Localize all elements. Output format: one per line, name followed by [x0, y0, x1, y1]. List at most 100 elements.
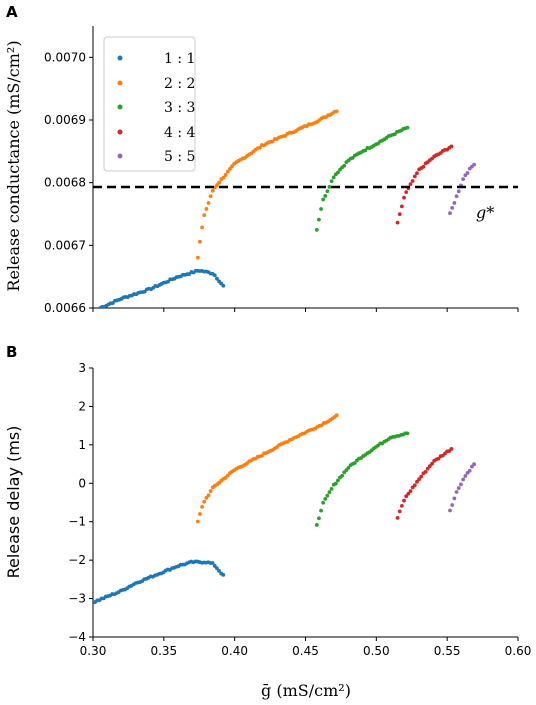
bottom-y-tick-label: 3 — [78, 361, 86, 375]
bottom-point-1-1 — [217, 568, 221, 573]
bottom-y-tick-label: −2 — [68, 553, 86, 567]
top-y-tick-label: 0.0066 — [44, 301, 86, 315]
bottom-point-2-2 — [202, 499, 207, 504]
bottom-point-4-4 — [408, 489, 413, 494]
bottom-point-2-2 — [206, 493, 211, 498]
top-y-tick-label: 0.0067 — [44, 238, 86, 252]
legend-marker-5-5 — [117, 153, 123, 159]
top-point-2-2 — [217, 180, 222, 185]
bottom-y-axis-label: Release delay (ms) — [4, 426, 23, 579]
bottom-point-4-4 — [425, 466, 430, 471]
top-y-tick-label: 0.0068 — [44, 176, 86, 190]
top-point-2-2 — [334, 109, 339, 114]
top-point-4-4 — [408, 182, 413, 187]
top-point-5-5 — [452, 201, 457, 205]
bottom-point-5-5 — [450, 503, 455, 507]
top-point-5-5 — [456, 189, 461, 194]
top-point-2-2 — [223, 173, 228, 177]
bottom-point-2-2 — [195, 519, 200, 524]
bottom-y-tick-label: −4 — [68, 630, 86, 644]
top-plot: 0.0066 0.0067 0.0068 0.0069 0.0070 — [44, 26, 519, 315]
bottom-point-3-3 — [327, 490, 332, 495]
top-point-3-3 — [363, 148, 368, 153]
top-point-3-3 — [329, 179, 334, 184]
bottom-point-3-3 — [317, 516, 321, 521]
bottom-y-tick-label: −1 — [68, 515, 86, 529]
bottom-point-2-2 — [334, 413, 339, 418]
top-point-5-5 — [465, 171, 470, 175]
bottom-point-1-1 — [221, 572, 226, 577]
top-point-2-2 — [257, 145, 262, 150]
top-point-3-3 — [323, 194, 328, 198]
bottom-x-tick-label: 0.55 — [434, 644, 461, 658]
top-point-2-2 — [204, 207, 209, 211]
top-point-3-3 — [314, 228, 319, 232]
top-point-5-5 — [472, 162, 476, 167]
bottom-x-tick-label: 0.30 — [80, 644, 107, 658]
top-point-2-2 — [221, 175, 226, 180]
top-y-tick-label: 0.0070 — [44, 50, 86, 64]
bottom-point-4-4 — [397, 509, 402, 514]
bottom-point-4-4 — [430, 461, 434, 466]
legend-label-2-2: 2 : 2 — [164, 76, 195, 92]
top-point-4-4 — [449, 144, 454, 149]
top-point-5-5 — [461, 177, 466, 181]
bottom-y-tick-label: −3 — [68, 592, 86, 606]
top-y-tick-label: 0.0069 — [44, 113, 86, 127]
bottom-point-4-4 — [449, 446, 454, 451]
top-points — [98, 109, 476, 308]
legend-label-1-1: 1 : 1 — [164, 51, 195, 67]
bottom-y-tick-label: 0 — [78, 476, 86, 490]
bottom-point-5-5 — [463, 474, 468, 478]
bottom-point-4-4 — [417, 477, 422, 482]
top-point-3-3 — [327, 184, 332, 189]
top-point-5-5 — [450, 206, 455, 210]
bottom-point-5-5 — [456, 486, 461, 490]
bottom-point-5-5 — [454, 490, 459, 494]
top-point-4-4 — [421, 164, 426, 169]
bottom-point-2-2 — [204, 496, 209, 500]
bottom-point-2-2 — [225, 473, 230, 478]
top-point-2-2 — [230, 164, 234, 169]
bottom-point-5-5 — [469, 464, 474, 469]
legend-label-5-5: 5 : 5 — [164, 149, 195, 165]
top-point-2-2 — [206, 201, 211, 205]
top-point-3-3 — [331, 175, 336, 180]
bottom-point-3-3 — [319, 508, 323, 513]
top-point-1-1 — [215, 276, 219, 281]
bottom-point-5-5 — [452, 496, 457, 501]
bottom-point-5-5 — [461, 477, 466, 482]
bottom-point-1-1 — [210, 561, 215, 565]
top-point-4-4 — [395, 220, 400, 225]
top-point-2-2 — [208, 194, 213, 199]
bottom-point-4-4 — [412, 483, 417, 488]
bottom-point-4-4 — [402, 498, 406, 503]
top-point-3-3 — [321, 197, 326, 202]
bottom-point-2-2 — [208, 489, 213, 493]
top-point-2-2 — [200, 225, 205, 230]
bottom-x-tick-label: 0.40 — [221, 644, 248, 658]
bottom-plot: −4 −3 −2 −1 0 1 2 3 0.30 0.35 0.40 0.45 0.50 0.55 0.60 — [68, 361, 531, 658]
bottom-point-3-3 — [325, 493, 330, 498]
panel-b-label: B — [6, 343, 17, 361]
legend-label-4-4: 4 : 4 — [164, 125, 196, 141]
top-point-4-4 — [412, 174, 417, 179]
bottom-point-5-5 — [472, 462, 476, 467]
top-point-2-2 — [270, 139, 275, 144]
bottom-point-4-4 — [415, 479, 419, 484]
top-point-2-2 — [227, 167, 232, 171]
bottom-point-3-3 — [340, 473, 345, 478]
top-point-5-5 — [448, 211, 452, 216]
top-point-1-1 — [221, 283, 226, 288]
bottom-point-1-1 — [215, 566, 219, 571]
bottom-point-3-3 — [333, 481, 338, 486]
x-axis-label: ḡ (mS/cm²) — [261, 681, 351, 700]
bottom-point-5-5 — [459, 482, 463, 487]
bottom-point-4-4 — [423, 469, 428, 474]
bottom-point-4-4 — [419, 474, 424, 479]
top-point-2-2 — [198, 239, 202, 244]
bottom-point-2-2 — [200, 504, 205, 509]
bottom-point-3-3 — [352, 461, 357, 465]
top-point-3-3 — [319, 207, 323, 211]
bottom-point-2-2 — [198, 512, 202, 516]
